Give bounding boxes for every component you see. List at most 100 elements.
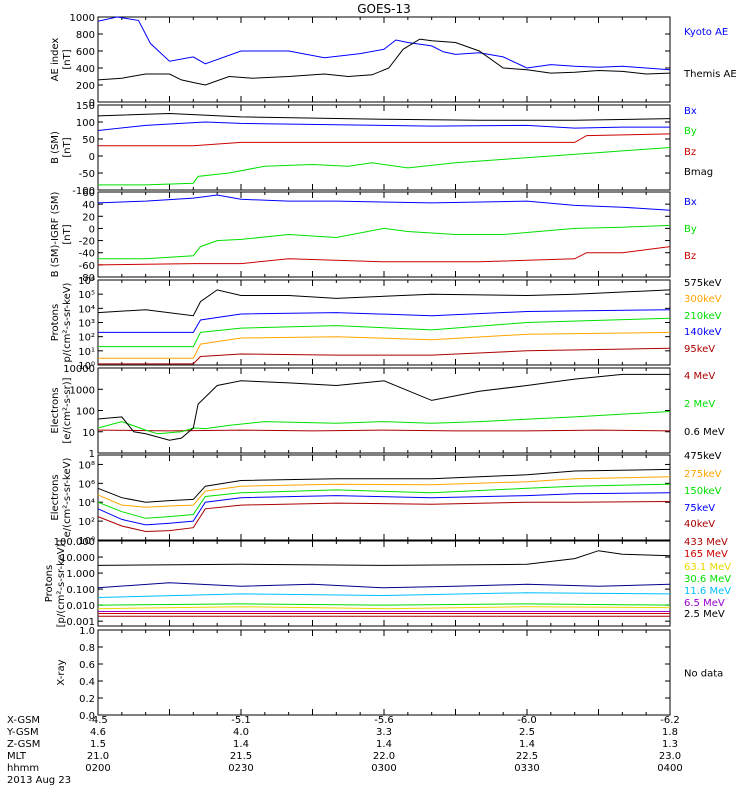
legend-entry: 2.5 MeV (684, 609, 725, 620)
legend-entry: 2 MeV (684, 399, 715, 410)
series-line-Bz (98, 133, 671, 147)
y-tick-label: 0.100 (66, 585, 95, 596)
y-axis-label-line: B (SM) (50, 131, 61, 164)
y-axis-label: X-ray (56, 659, 67, 685)
ephemeris-value: 21.5 (230, 751, 252, 762)
series-line-2-MeV (97, 411, 671, 435)
ephemeris-row-label: hhmm (7, 763, 39, 774)
panel-frame (97, 629, 671, 716)
y-axis-label-line: [nT] (62, 49, 73, 69)
ephemeris-date: 2013 Aug 23 (7, 775, 71, 786)
legend-entry: Kyoto AE (684, 27, 728, 38)
legend-entry: 210keV (684, 311, 722, 322)
y-tick-label: 0.010 (66, 601, 95, 612)
y-axis-label-line: e/(cm²-s-sr-keV) (62, 458, 73, 538)
legend-entry: Bz (684, 147, 696, 158)
y-tick-label: 1 (89, 449, 95, 460)
y-tick-label: 100 (76, 407, 95, 418)
panel-frame (97, 279, 671, 366)
legend-entry: 165 MeV (684, 549, 728, 560)
y-tick-label: -100 (72, 186, 95, 197)
y-tick-label: 1000 (70, 13, 95, 24)
series-line-30.6-MeV (97, 603, 671, 606)
y-axis-label-line: Protons (50, 304, 61, 341)
y-axis-label: AE index [nT] (50, 38, 73, 82)
y-tick-label: 400 (76, 64, 95, 75)
panel-7: 0.0010.0100.1001.00010.000100.000Protons… (44, 537, 731, 628)
ephemeris-value: -4.5 (88, 715, 108, 726)
y-tick-label: 600 (76, 47, 95, 58)
ephemeris-value: 4.6 (90, 727, 106, 738)
series-line-95keV (98, 347, 671, 365)
ephemeris-value: -5.6 (374, 715, 394, 726)
legend-entry: 11.6 MeV (684, 586, 731, 597)
series-line-140keV (98, 309, 671, 333)
panel-5: 1 10 100 1000 10000 Electrons [e/(cm²-s-sr)] 4 … (50, 364, 725, 460)
series-line-475keV (97, 468, 671, 503)
y-tick-label: 200 (76, 81, 95, 92)
y-axis-label-line: [p/(cm²-s-sr-keV)] (56, 540, 67, 628)
ephemeris-value: -6.2 (660, 715, 680, 726)
y-tick-label: 1.000 (66, 569, 95, 580)
ephemeris-value: 0400 (657, 763, 682, 774)
y-tick-label: 800 (76, 30, 95, 41)
legend-entry: 140keV (684, 327, 722, 338)
legend-entry: 0.6 MeV (684, 427, 725, 438)
series-line-0.6-MeV (97, 373, 670, 441)
legend-entry: 275keV (684, 469, 722, 480)
y-tick-label: 100 (76, 118, 95, 129)
legend-entry: 300keV (684, 294, 722, 305)
y-tick-label: 10 (82, 428, 95, 439)
ephemeris-value: -6.0 (517, 715, 537, 726)
series-line-275keV (97, 476, 671, 508)
series-line-Bx (97, 194, 671, 211)
series-line-By (98, 224, 671, 260)
y-tick-label: -40 (79, 249, 95, 260)
series-line-63.1-MeV (97, 606, 671, 610)
panel-1: 0 200 400 600 800 1000 AE index [nT] Kyoto AE The… (50, 13, 737, 109)
y-tick-label: 0 (89, 98, 95, 109)
y-axis-label-line: B (SM)-IGRF (SM) (50, 192, 61, 278)
legend-entry: Bmag (684, 167, 713, 178)
y-axis-label-line: [nT] (62, 224, 73, 244)
y-axis-label: B (SM) [nT] (50, 131, 73, 164)
legend-entry: 6.5 MeV (684, 598, 725, 609)
panel-6: 10⁰ 10² 10⁴ 10⁶ 10⁸ Electrons e/(cm²-s-sr-keV)… (50, 451, 722, 547)
y-tick-label: 10² (78, 517, 95, 528)
series-line-By (98, 147, 671, 186)
ephemeris-value: 1.4 (233, 739, 249, 750)
legend-entry: By (684, 126, 697, 137)
y-axis-label: Protons p/(cm²-s-sr-keV) (50, 282, 73, 362)
y-tick-label: -50 (79, 169, 95, 180)
y-tick-label: 0.2 (79, 694, 95, 705)
series-line-40keV (97, 501, 671, 533)
series-line-Bz (97, 246, 671, 266)
series-line-4-MeV (97, 429, 671, 432)
y-axis-label-line: p/(cm²-s-sr-keV) (62, 282, 73, 362)
series-line-Bmag (97, 112, 671, 121)
panel-frame (97, 16, 671, 103)
ephemeris-value: 1.4 (376, 739, 392, 750)
y-tick-label: 50 (82, 135, 95, 146)
ephemeris-value: -5.1 (231, 715, 251, 726)
legend-entry: Bx (684, 197, 697, 208)
legend-entry: By (684, 224, 697, 235)
legend-entry: 63.1 MeV (684, 562, 731, 573)
y-axis-label-line: X-ray (56, 659, 67, 685)
y-tick-label: 10000 (63, 364, 95, 375)
y-tick-label: 1.0 (79, 626, 95, 637)
series-line-11.6-MeV (97, 592, 671, 598)
y-tick-label: 20 (82, 212, 95, 223)
y-tick-label: 10.000 (60, 553, 95, 564)
figure-title: GOES-13 (357, 2, 411, 16)
legend-entry: 95keV (684, 344, 715, 355)
ephemeris-row-label: Z-GSM (7, 739, 40, 750)
ephemeris-row-label: MLT (7, 751, 27, 762)
y-tick-label: 10⁵ (78, 290, 95, 301)
y-tick-label: 10⁶ (78, 479, 95, 490)
y-tick-label: 0.0 (79, 711, 95, 722)
series-line-Themis-AE (97, 38, 671, 86)
y-axis-label-line: Electrons (50, 474, 61, 520)
ephemeris-value: 23.0 (659, 751, 681, 762)
